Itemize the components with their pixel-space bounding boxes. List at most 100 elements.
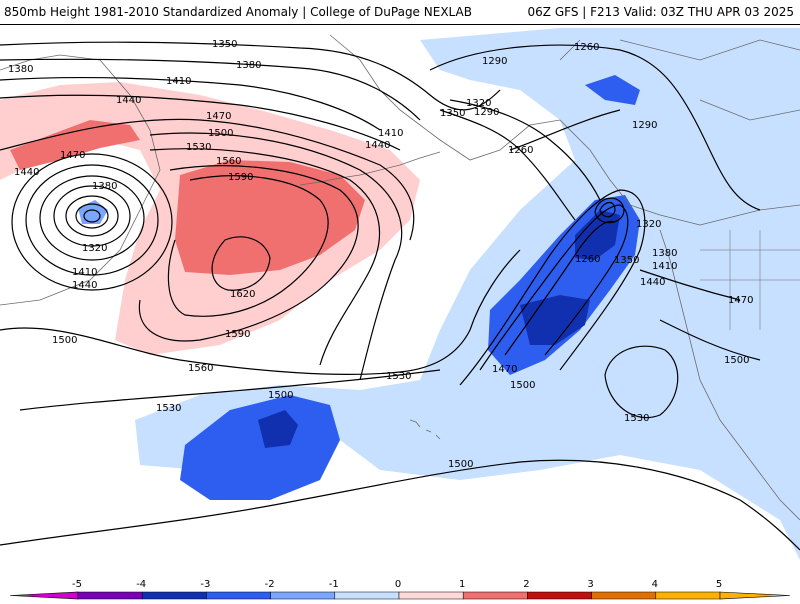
map-title: 850mb Height 1981-2010 Standardized Anom…: [4, 5, 472, 19]
us-states: [700, 230, 800, 330]
contour-label: 1440: [116, 95, 141, 106]
contour-labels: 1350 1380 1380 1410 1440 1470 1500 1470 …: [8, 39, 753, 470]
canada-lines: [559, 39, 800, 121]
contour-label: 1530: [624, 413, 649, 424]
contour-1440: [0, 94, 401, 151]
colorbar-bar: [9, 591, 791, 600]
contour-label: 1620: [230, 289, 255, 300]
contour-1500-trough: [459, 189, 646, 386]
contour-label: 1530: [386, 371, 411, 382]
colorbar-tick-label: -1: [329, 579, 339, 590]
contour-1620: [211, 236, 271, 291]
contour-label: 1590: [228, 172, 253, 183]
contour-low-1: [83, 209, 101, 223]
contour-1530-south: [19, 369, 441, 411]
contour-1350: [0, 41, 501, 111]
colorbar-segment: [334, 591, 400, 600]
pos-anomaly-medium-nw: [10, 120, 140, 170]
contour-low-3: [65, 195, 119, 237]
contour-label: 1440: [14, 167, 39, 178]
contour-low-6: [25, 164, 159, 276]
colorbar-svg: -5 -4 -3 -2 -1 0 1 2 3 4 5: [9, 579, 791, 600]
neg-anomaly-medium-canada: [585, 75, 640, 105]
contour-label: 1260: [508, 145, 533, 156]
colorbar-tick-label: 2: [523, 579, 529, 590]
contour-label: 1320: [82, 243, 107, 254]
contour-1590: [167, 175, 329, 317]
colorbar-segment: [398, 591, 464, 600]
contour-label: 1440: [365, 140, 390, 151]
colorbar-tick-label: 5: [716, 579, 722, 590]
contour-label: 1380: [92, 181, 117, 192]
colorbar-segment: [591, 591, 657, 600]
contour-1440-trough: [504, 220, 616, 356]
contour-1500-south: [0, 249, 521, 375]
contour-1470: [0, 118, 415, 241]
contour-label: 1470: [492, 364, 517, 375]
contour-label: 1290: [632, 120, 657, 131]
contour-1470-trough: [479, 204, 629, 371]
colorbar-tick-label: -3: [200, 579, 210, 590]
contour-label: 1500: [268, 390, 293, 401]
contour-label: 1500: [724, 355, 749, 366]
contour-label: 1320: [636, 219, 661, 230]
contour-label: 1470: [60, 150, 85, 161]
neg-anomaly-dark-coast: [520, 295, 590, 345]
contour-1260-ne: [509, 109, 621, 151]
colorbar-tick-label: 1: [459, 579, 465, 590]
contour-1410: [0, 76, 381, 131]
colorbar-tick-label: 3: [587, 579, 593, 590]
contour-1380: [0, 58, 421, 121]
colorbar: -5 -4 -3 -2 -1 0 1 2 3 4 5: [0, 575, 800, 600]
colorbar-segment: [206, 591, 271, 600]
contour-gulf-vortex: [599, 201, 616, 218]
contour-label: 1410: [166, 76, 191, 87]
contour-1500-e: [659, 319, 761, 361]
aleutian-chain: [299, 151, 441, 186]
contour-gulf-vortex-2: [594, 197, 625, 224]
alaska-coastline: [329, 34, 800, 226]
contour-label: 1350: [440, 108, 465, 119]
contour-label: 1500: [448, 459, 473, 470]
contour-label: 1380: [8, 64, 33, 75]
coastlines: [0, 34, 800, 521]
contour-label: 1320: [466, 98, 491, 109]
contour-label: 1440: [640, 277, 665, 288]
contour-label: 1530: [186, 142, 211, 153]
colorbar-segment: [655, 591, 721, 600]
hawaii-islands: [409, 419, 441, 440]
contour-low-5: [39, 175, 145, 261]
colorbar-extend-low: [9, 591, 79, 600]
neg-anomaly-medium-hawaii: [180, 395, 340, 500]
colorbar-segment: [527, 591, 592, 600]
contour-low-7: [11, 153, 173, 291]
colorbar-tick-label: -2: [265, 579, 275, 590]
contour-1530: [149, 148, 381, 366]
map-panel: 1350 1380 1380 1410 1440 1470 1500 1470 …: [0, 28, 800, 560]
contour-label: 1260: [575, 254, 600, 265]
contour-label: 1380: [652, 248, 677, 259]
contour-label: 1410: [378, 128, 403, 139]
contour-label: 1560: [188, 363, 213, 374]
title-bar: 850mb Height 1981-2010 Standardized Anom…: [0, 0, 800, 25]
colorbar-tick-label: -5: [72, 579, 82, 590]
contour-label: 1410: [72, 267, 97, 278]
contour-label: 1500: [208, 128, 233, 139]
contour-label: 1410: [652, 261, 677, 272]
contour-label: 1290: [482, 56, 507, 67]
colorbar-segment: [77, 591, 143, 600]
colorbar-ticks: -5 -4 -3 -2 -1 0 1 2 3 4 5: [72, 579, 722, 590]
contour-1560: [138, 165, 359, 342]
contour-label: 1560: [216, 156, 241, 167]
contour-label: 1350: [212, 39, 237, 50]
contour-1320-ak: [439, 109, 576, 221]
contour-1290-ne: [429, 44, 761, 211]
contour-1500-bottom: [0, 459, 800, 551]
contour-label: 1470: [728, 295, 753, 306]
contour-1470-e: [639, 269, 741, 301]
contour-label: 1440: [72, 280, 97, 291]
contour-low-4: [53, 185, 131, 247]
contour-label: 1500: [52, 335, 77, 346]
contour-label: 1470: [206, 111, 231, 122]
colorbar-segment: [270, 591, 336, 600]
